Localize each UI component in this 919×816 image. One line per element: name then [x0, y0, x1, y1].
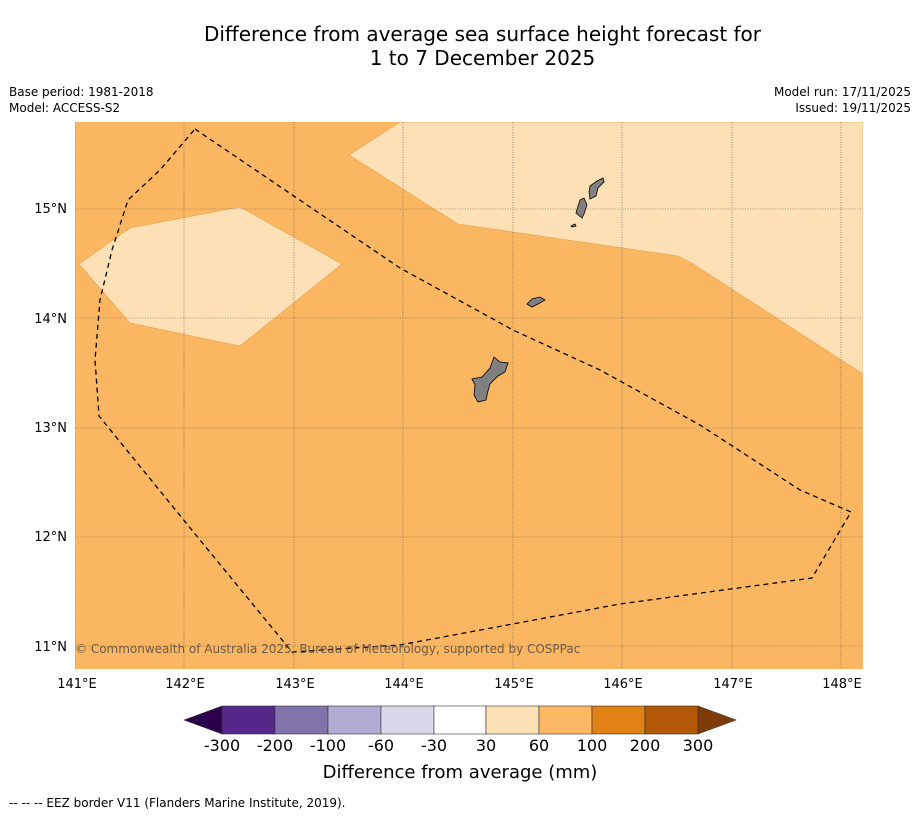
colorbar-swatch-1: [221, 705, 276, 735]
colorbar-swatch-8: [591, 705, 646, 735]
colorbar-tick-1: -300: [204, 736, 240, 755]
longitude-labels: 141°E 142°E 143°E 144°E 145°E 146°E 147°…: [57, 677, 862, 692]
colorbar-tick-3: -100: [310, 736, 346, 755]
colorbar-label: Difference from average (mm): [323, 762, 598, 783]
title-line-2: 1 to 7 December 2025: [369, 46, 596, 70]
model-name: Model: ACCESS-S2: [9, 101, 121, 115]
lon-label-145e: 145°E: [494, 677, 534, 692]
lon-label-148e: 148°E: [822, 677, 862, 692]
colorbar-swatch-7: [538, 705, 593, 735]
light-anomaly-region-northeast: [348, 122, 863, 375]
base-period: Base period: 1981-2018: [9, 85, 154, 99]
colorbar-tick-4: -60: [368, 736, 394, 755]
eez-legend: -- -- -- EEZ border V11 (Flanders Marine…: [9, 796, 346, 810]
lon-label-147e: 147°E: [713, 677, 753, 692]
colorbar-tick-7: 60: [529, 736, 549, 755]
aguijan-island: [570, 223, 577, 228]
meta-left: Base period: 1981-2018 Model: ACCESS-S2: [9, 84, 154, 116]
colorbar-swatch-4: [380, 705, 435, 735]
colorbar-swatch-6: [485, 705, 540, 735]
guam-island: [471, 356, 509, 403]
colorbar-extend-high: [697, 705, 737, 735]
colorbar-tick-9: 200: [630, 736, 661, 755]
lon-label-146e: 146°E: [603, 677, 643, 692]
copyright-notice: © Commonwealth of Australia 2025, Bureau…: [75, 642, 580, 656]
colorbar-extend-low: [183, 705, 223, 735]
meta-right: Model run: 17/11/2025 Issued: 19/11/2025: [774, 84, 911, 116]
colorbar-tick-2: -200: [257, 736, 293, 755]
lat-label-13n: 13°N: [34, 421, 67, 436]
rota-island: [526, 296, 546, 308]
title-line-1: Difference from average sea surface heig…: [203, 22, 762, 46]
colorbar-tick-labels: -300 -200 -100 -60 -30 30 60 100 200 300: [204, 736, 713, 755]
lat-label-12n: 12°N: [34, 530, 67, 545]
lon-label-143e: 143°E: [275, 677, 315, 692]
lat-label-11n: 11°N: [34, 640, 67, 655]
latitude-labels: 15°N 14°N 13°N 12°N 11°N: [34, 202, 67, 655]
colorbar-swatch-5: [433, 705, 487, 735]
land-masses: [471, 177, 605, 403]
eez-border: [94, 128, 852, 653]
lon-label-142e: 142°E: [165, 677, 205, 692]
map-panel: © Commonwealth of Australia 2025, Bureau…: [75, 122, 863, 669]
tinian-island: [575, 197, 588, 219]
colorbar-swatch-9: [644, 705, 699, 735]
lon-label-144e: 144°E: [384, 677, 424, 692]
lon-label-141e: 141°E: [57, 677, 97, 692]
colorbar-tick-6: 30: [476, 736, 496, 755]
lat-label-14n: 14°N: [34, 312, 67, 327]
light-anomaly-region-west: [78, 206, 343, 347]
map-title: Difference from average sea surface heig…: [0, 22, 919, 70]
model-run: Model run: 17/11/2025: [773, 85, 911, 99]
gridlines: [75, 122, 863, 669]
lat-label-15n: 15°N: [34, 202, 67, 217]
colorbar-tick-10: 300: [683, 736, 714, 755]
colorbar-tick-5: -30: [421, 736, 447, 755]
issued-date: Issued: 19/11/2025: [795, 101, 911, 115]
saipan-island: [588, 177, 605, 200]
colorbar: [183, 705, 737, 735]
colorbar-swatch-3: [327, 705, 382, 735]
colorbar-swatch-2: [274, 705, 329, 735]
colorbar-tick-8: 100: [577, 736, 608, 755]
